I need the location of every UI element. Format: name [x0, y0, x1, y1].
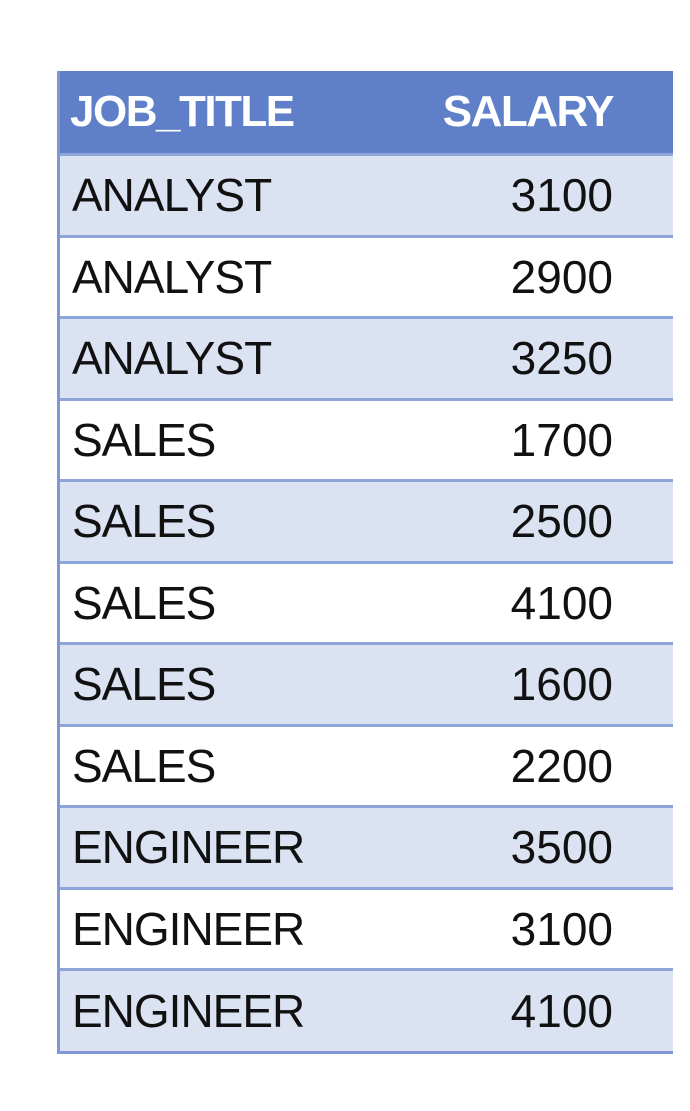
- table-row: SALES 2500: [60, 479, 673, 562]
- salary-cell: 2500: [398, 479, 673, 562]
- salary-cell: 2900: [398, 234, 673, 318]
- job-title-cell: SALES: [60, 723, 398, 807]
- salary-cell: 3100: [398, 153, 673, 236]
- job-title-cell: SALES: [60, 560, 398, 644]
- job-title-cell: ENGINEER: [60, 968, 398, 1051]
- column-header-job-title: JOB_TITLE: [60, 71, 398, 155]
- salary-cell: 1700: [398, 397, 673, 481]
- table-row: SALES 2200: [60, 723, 673, 807]
- salary-table: JOB_TITLE SALARY ANALYST 3100 ANALYST 29…: [60, 71, 673, 1051]
- job-title-cell: ENGINEER: [60, 886, 398, 970]
- job-title-cell: SALES: [60, 397, 398, 481]
- job-title-cell: ANALYST: [60, 153, 398, 236]
- table-row: ENGINEER 3100: [60, 886, 673, 970]
- salary-cell: 4100: [398, 968, 673, 1051]
- table-row: SALES 1600: [60, 642, 673, 725]
- table-row: ENGINEER 3500: [60, 805, 673, 888]
- salary-table-container: JOB_TITLE SALARY ANALYST 3100 ANALYST 29…: [57, 71, 673, 1054]
- table-row: SALES 1700: [60, 397, 673, 481]
- table-body: ANALYST 3100 ANALYST 2900 ANALYST 3250 S…: [60, 153, 673, 1051]
- table-row: ANALYST 3100: [60, 153, 673, 236]
- salary-cell: 2200: [398, 723, 673, 807]
- table-row: ANALYST 3250: [60, 316, 673, 399]
- salary-cell: 4100: [398, 560, 673, 644]
- table-header: JOB_TITLE SALARY: [60, 71, 673, 155]
- table-row: SALES 4100: [60, 560, 673, 644]
- job-title-cell: SALES: [60, 642, 398, 725]
- job-title-cell: ANALYST: [60, 316, 398, 399]
- column-header-salary: SALARY: [398, 71, 673, 155]
- job-title-cell: ENGINEER: [60, 805, 398, 888]
- salary-cell: 3100: [398, 886, 673, 970]
- salary-cell: 1600: [398, 642, 673, 725]
- salary-cell: 3250: [398, 316, 673, 399]
- table-row: ENGINEER 4100: [60, 968, 673, 1051]
- job-title-cell: ANALYST: [60, 234, 398, 318]
- salary-cell: 3500: [398, 805, 673, 888]
- table-row: ANALYST 2900: [60, 234, 673, 318]
- header-row: JOB_TITLE SALARY: [60, 71, 673, 155]
- job-title-cell: SALES: [60, 479, 398, 562]
